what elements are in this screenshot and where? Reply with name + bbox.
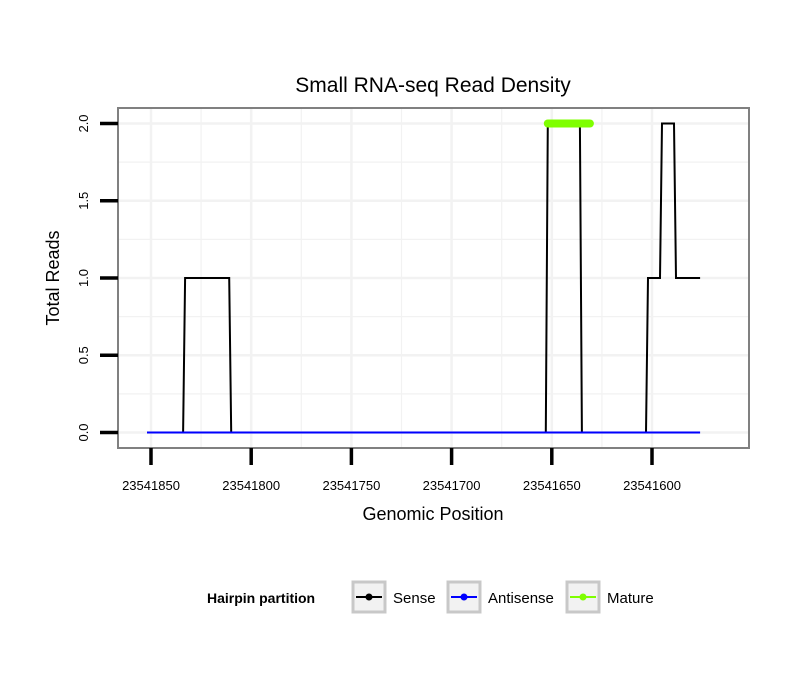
chart-title: Small RNA-seq Read Density	[295, 74, 571, 97]
x-tick-label: 23541800	[222, 478, 280, 493]
y-tick-label: 0.5	[76, 346, 91, 364]
y-tick-label: 1.5	[76, 192, 91, 210]
legend-item-antisense: Antisense	[446, 580, 554, 614]
y-tick-label: 0.0	[76, 423, 91, 441]
x-tick-label: 23541750	[322, 478, 380, 493]
legend: Hairpin partition Sense Antisense Mature	[207, 580, 654, 614]
y-axis-title: Total Reads	[43, 230, 63, 325]
legend-item-sense: Sense	[351, 580, 436, 614]
legend-key-point	[460, 593, 468, 601]
x-axis: 23541850 23541800 23541750 23541700 23541650…	[122, 448, 681, 493]
legend-item-mature: Mature	[565, 580, 654, 614]
series-layer	[147, 119, 701, 434]
x-tick-label: 23541650	[523, 478, 581, 493]
legend-label: Antisense	[488, 590, 554, 607]
legend-key-point	[365, 593, 373, 601]
y-axis: 0.0 0.5 1.0 1.5 2.0	[76, 114, 118, 442]
legend-label: Mature	[607, 590, 654, 607]
x-tick-label: 23541700	[423, 478, 481, 493]
x-tick-label: 23541600	[623, 478, 681, 493]
x-tick-label: 23541850	[122, 478, 180, 493]
legend-key-point	[579, 593, 587, 601]
y-tick-label: 2.0	[76, 114, 91, 132]
series-line-sense	[147, 122, 701, 434]
x-axis-title: Genomic Position	[362, 504, 503, 524]
y-tick-label: 1.0	[76, 269, 91, 287]
legend-label: Sense	[393, 590, 436, 607]
legend-title: Hairpin partition	[207, 590, 315, 606]
